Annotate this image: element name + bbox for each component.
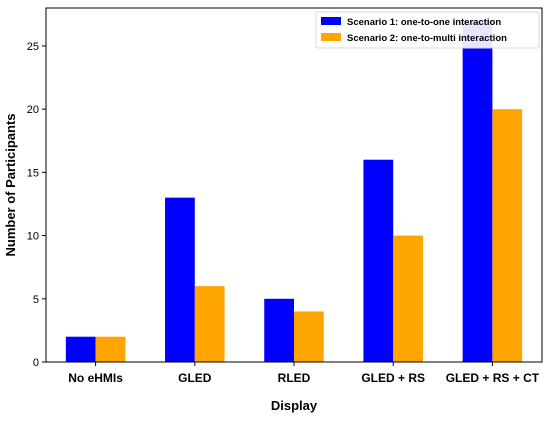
y-tick-label-5: 5 xyxy=(33,294,39,306)
y-tick-label-0: 0 xyxy=(33,357,39,369)
bar-series-2-no-ehmis xyxy=(95,336,126,362)
bar-series-1-gled-rs-ct xyxy=(462,20,493,362)
legend-label-scenario-1: Scenario 1: one-to-one interaction xyxy=(347,17,501,28)
bar-series-2-gled-rs-ct xyxy=(492,109,523,362)
bar-series-1-no-ehmis xyxy=(65,336,96,362)
bar-series-2-rled xyxy=(294,311,324,362)
bar-series-2-gled-rs xyxy=(393,235,423,362)
y-axis-label: Number of Participants xyxy=(3,113,18,256)
x-axis-label: Display xyxy=(271,398,318,413)
bars-layer xyxy=(65,20,523,362)
legend-box xyxy=(315,11,540,49)
x-tick-label-rled: RLED xyxy=(278,371,311,385)
y-axis-ticks: 0 5 10 15 20 25 xyxy=(27,41,46,369)
legend-swatch-scenario-2 xyxy=(321,33,341,41)
legend-label-scenario-2: Scenario 2: one-to-multi interaction xyxy=(347,33,507,44)
y-tick-label-20: 20 xyxy=(27,104,39,116)
x-tick-label-gled: GLED xyxy=(178,371,212,385)
y-tick-label-25: 25 xyxy=(27,41,39,53)
bar-series-1-gled xyxy=(165,197,195,362)
x-tick-label-gled-rs-ct: GLED + RS + CT xyxy=(446,371,540,385)
x-tick-label-no-ehmis: No eHMIs xyxy=(68,371,123,385)
legend: Scenario 1: one-to-one interaction Scena… xyxy=(315,11,540,49)
x-tick-label-gled-rs: GLED + RS xyxy=(361,371,425,385)
bar-series-1-rled xyxy=(264,298,294,362)
legend-swatch-scenario-1 xyxy=(321,17,341,25)
bar-series-2-gled xyxy=(194,286,225,362)
bar-series-1-gled-rs xyxy=(363,159,394,362)
y-tick-label-15: 15 xyxy=(27,167,39,179)
x-axis-ticks: No eHMIs GLED RLED GLED + RS GLED + RS + CT xyxy=(68,362,540,385)
y-tick-label-10: 10 xyxy=(27,231,39,243)
